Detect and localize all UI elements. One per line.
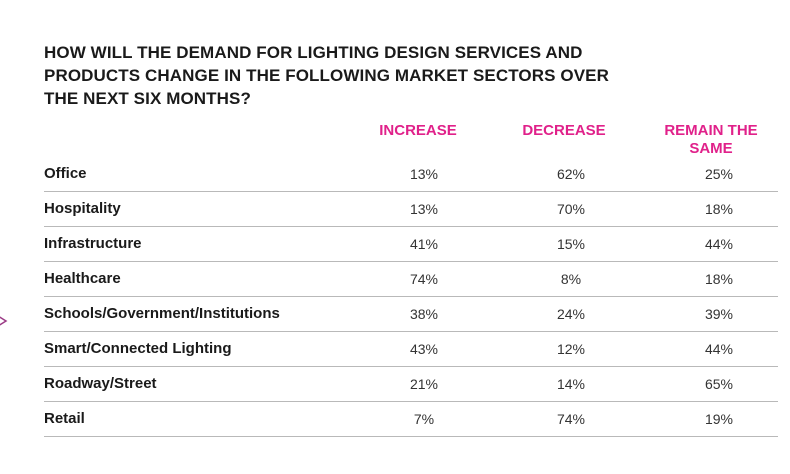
table-cell: 38% xyxy=(409,306,439,322)
table-cell: 7% xyxy=(413,411,435,427)
table-cell: 18% xyxy=(704,201,734,217)
table-cell: 41% xyxy=(409,236,439,252)
table-cell: 62% xyxy=(556,166,586,182)
row-label: Hospitality xyxy=(44,200,121,217)
table-cell: 44% xyxy=(704,341,734,357)
row-label: Schools/Government/Institutions xyxy=(44,305,280,322)
row-label: Office xyxy=(44,165,87,182)
column-header-line: SAME xyxy=(689,140,733,157)
table-cell: 13% xyxy=(409,201,439,217)
table-cell: 74% xyxy=(409,271,439,287)
row-label: Infrastructure xyxy=(44,235,142,252)
column-header-line: REMAIN THE xyxy=(664,122,758,139)
table-cell: 14% xyxy=(556,376,586,392)
table-row: Retail 7% 74% 19% xyxy=(44,402,778,437)
table-cell: 25% xyxy=(704,166,734,182)
table-row: Healthcare 74% 8% 18% xyxy=(44,262,778,297)
column-header-line: DECREASE xyxy=(522,122,606,139)
table-cell: 8% xyxy=(560,271,582,287)
row-label: Retail xyxy=(44,410,85,427)
table-cell: 43% xyxy=(409,341,439,357)
row-label: Smart/Connected Lighting xyxy=(44,340,232,357)
table-cell: 13% xyxy=(409,166,439,182)
table-cell: 15% xyxy=(556,236,586,252)
column-header-remain-the-same: REMAIN THE SAME xyxy=(641,122,781,158)
column-header-increase: INCREASE xyxy=(348,122,488,140)
table-row: Office 13% 62% 25% xyxy=(44,157,778,192)
table-cell: 74% xyxy=(556,411,586,427)
table-cell: 44% xyxy=(704,236,734,252)
table-row: Hospitality 13% 70% 18% xyxy=(44,192,778,227)
chart-title-line: THE NEXT SIX MONTHS? xyxy=(44,89,251,108)
chart-title: HOW WILL THE DEMAND FOR LIGHTING DESIGN … xyxy=(44,41,744,110)
chart-title-line: HOW WILL THE DEMAND FOR LIGHTING DESIGN … xyxy=(44,43,583,62)
table-row: Smart/Connected Lighting 43% 12% 44% xyxy=(44,332,778,367)
table-cell: 24% xyxy=(556,306,586,322)
column-header-decrease: DECREASE xyxy=(494,122,634,140)
chart-title-line: PRODUCTS CHANGE IN THE FOLLOWING MARKET … xyxy=(44,66,609,85)
table-row: Infrastructure 41% 15% 44% xyxy=(44,227,778,262)
table-cell: 70% xyxy=(556,201,586,217)
row-label: Healthcare xyxy=(44,270,121,287)
table-cell: 39% xyxy=(704,306,734,322)
table-cell: 12% xyxy=(556,341,586,357)
table-row: Schools/Government/Institutions 38% 24% 39% xyxy=(44,297,778,332)
table-cell: 18% xyxy=(704,271,734,287)
table-cell: 65% xyxy=(704,376,734,392)
column-header-line: INCREASE xyxy=(379,122,457,139)
table-cell: 19% xyxy=(704,411,734,427)
table-row: Roadway/Street 21% 14% 65% xyxy=(44,367,778,402)
table-cell: 21% xyxy=(409,376,439,392)
pointer-arrow-icon xyxy=(0,316,8,326)
row-label: Roadway/Street xyxy=(44,375,157,392)
